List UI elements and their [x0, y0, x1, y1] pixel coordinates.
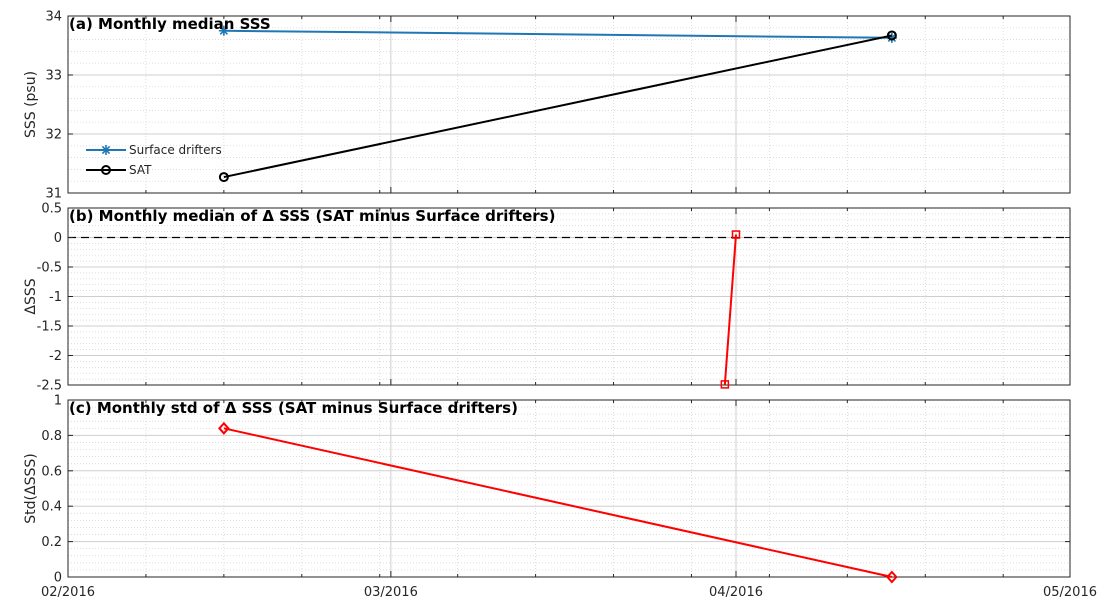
y-tick-label: -1 — [49, 290, 62, 305]
legend-swatch-marker — [101, 165, 111, 175]
data-point — [218, 421, 230, 435]
panel-title: (b) Monthly median of Δ SSS (SAT minus S… — [69, 207, 555, 225]
y-tick-label: 34 — [45, 10, 62, 25]
y-tick-label: 0.4 — [41, 500, 62, 515]
legend-swatch-marker — [101, 145, 111, 155]
y-axis-label: Std(ΔSSS) — [23, 453, 39, 523]
series-line — [223, 29, 892, 39]
panel-b: 0.5 0 -0.5 -1 -1.5 -2 -2.5 ΔSSS (b) Monthly medi… — [23, 202, 1071, 394]
x-tick-label: 03/2016 — [364, 585, 418, 600]
axes-box — [67, 15, 1071, 194]
y-axis-label: ΔSSS — [23, 278, 39, 314]
y-tick-label: 0.6 — [41, 464, 62, 479]
series-line — [723, 234, 737, 385]
y-tick-label: 0 — [54, 571, 62, 586]
y-tick-label: -0.5 — [37, 261, 62, 276]
panel-title: (c) Monthly std of Δ SSS (SAT minus Surf… — [69, 399, 518, 417]
data-point — [218, 25, 229, 36]
y-tick-label: 0.8 — [41, 429, 62, 444]
panel-title: (a) Monthly median SSS — [69, 15, 271, 33]
y-tick-label: 0.5 — [41, 202, 62, 217]
x-tick-label: 04/2016 — [709, 585, 763, 600]
data-point — [886, 570, 898, 584]
panel-c: 1 0.8 0.6 0.4 0.2 0 Std(ΔSSS) (c) Monthly std o… — [23, 394, 1071, 586]
series-line — [223, 427, 893, 578]
y-tick-label: -2.5 — [37, 379, 62, 394]
y-tick-label: 1 — [54, 394, 62, 409]
x-tick-label: 05/2016 — [1043, 585, 1097, 600]
panel-a: 31 32 33 34 SSS (psu) (a) Monthly median SSS S… — [23, 10, 1071, 202]
data-point — [720, 380, 730, 389]
axes-box — [67, 399, 1071, 578]
y-tick-label: 31 — [45, 187, 62, 202]
y-tick-label: 0.2 — [41, 535, 62, 550]
legend: Surface drifters SAT — [86, 143, 222, 177]
legend-label: Surface drifters — [129, 143, 222, 157]
y-tick-label: -2 — [49, 349, 62, 364]
y-axis-label: SSS (psu) — [23, 71, 39, 138]
y-tick-label: 32 — [45, 128, 62, 143]
data-point — [731, 230, 741, 239]
y-tick-label: 0 — [54, 231, 62, 246]
data-point — [886, 32, 897, 43]
y-tick-label: 33 — [45, 69, 62, 84]
data-point — [218, 172, 229, 183]
y-tick-label: -1.5 — [37, 320, 62, 335]
x-tick-label: 02/2016 — [41, 585, 95, 600]
legend-label: SAT — [129, 163, 152, 177]
data-point — [886, 30, 897, 41]
series-line — [223, 34, 893, 179]
